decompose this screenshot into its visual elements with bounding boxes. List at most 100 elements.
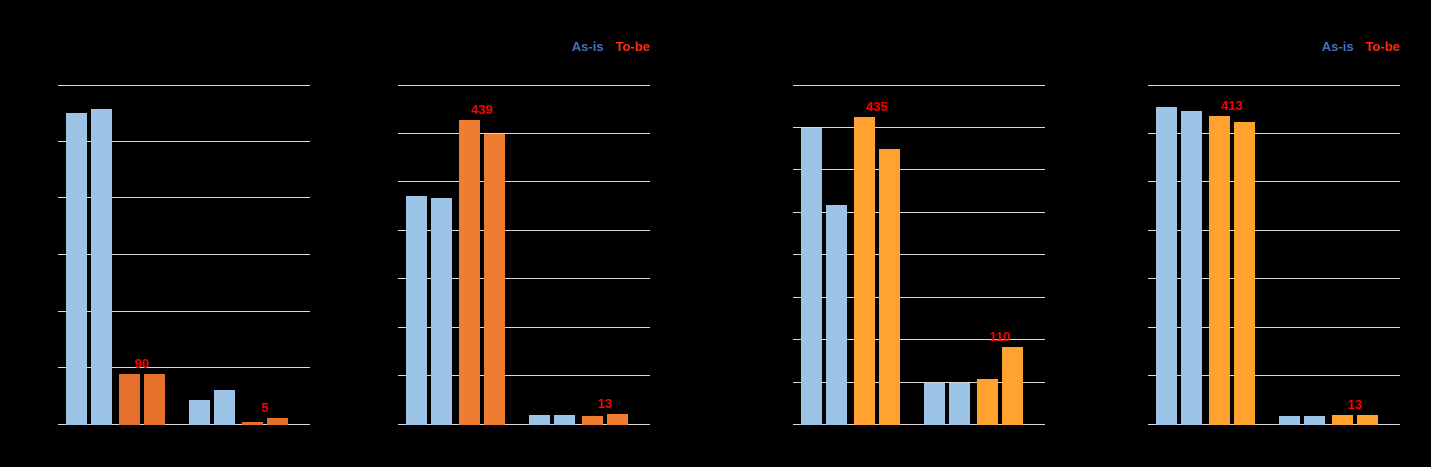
as-is-pair: [66, 85, 112, 425]
as-is-bar: [1181, 111, 1202, 425]
bar-group-2: 13: [529, 85, 628, 425]
as-is-pair: [406, 85, 452, 425]
to-be-bar: [242, 422, 263, 425]
bar-chart-4: 413 13: [1148, 85, 1400, 425]
as-is-pair: [1279, 85, 1325, 425]
gridline: [793, 254, 1045, 255]
gridline: [398, 132, 650, 134]
bar-groups: 435 110: [793, 85, 1045, 425]
as-is-pair: [801, 85, 847, 425]
bar-group-1: 90: [66, 85, 165, 425]
gridline: [398, 85, 650, 86]
gridline: [793, 211, 1045, 213]
to-be-pair: 413: [1209, 85, 1255, 425]
as-is-bar: [189, 399, 210, 425]
gridline: [793, 381, 1045, 383]
legend: As-is To-be: [572, 40, 650, 53]
bar-chart-3: 435 110: [793, 85, 1045, 425]
to-be-bar: [459, 120, 480, 425]
gridline: [1148, 132, 1400, 134]
to-be-bar: [582, 415, 603, 425]
gridline: [58, 85, 310, 86]
to-be-bar: [1209, 116, 1230, 425]
x-axis-line: [793, 424, 1045, 425]
as-is-bar: [1304, 416, 1325, 425]
as-is-pair: [529, 85, 575, 425]
bar-groups: 439 13: [398, 85, 650, 425]
data-label: 439: [471, 102, 493, 118]
gridline: [1148, 375, 1400, 377]
to-be-bar: [484, 133, 505, 425]
gridline: [58, 254, 310, 255]
bar-chart-1: 90 5: [58, 85, 310, 425]
to-be-bar: [607, 413, 628, 425]
to-be-pair: 13: [582, 85, 628, 425]
x-axis-line: [398, 424, 650, 425]
bar-group-1: 413: [1156, 85, 1255, 425]
as-is-bar: [554, 415, 575, 425]
data-label: 435: [866, 98, 888, 114]
as-is-bar: [214, 389, 235, 425]
gridline: [58, 310, 310, 312]
as-is-bar: [1156, 107, 1177, 425]
as-is-bar: [801, 127, 822, 425]
bar-group-2: 110: [924, 85, 1023, 425]
x-axis-line: [1148, 424, 1400, 425]
to-be-bar: [1234, 122, 1255, 425]
bar-group-1: 439: [406, 85, 505, 425]
x-axis-line: [58, 424, 310, 425]
to-be-bar: [1002, 347, 1023, 425]
data-label: 5: [261, 400, 269, 416]
gridline: [398, 326, 650, 328]
legend-to-be-label: To-be: [1365, 39, 1400, 54]
to-be-bar: [1332, 415, 1353, 425]
as-is-bar: [924, 382, 945, 425]
to-be-pair: 439: [459, 85, 505, 425]
as-is-bar: [431, 198, 452, 425]
gridline: [398, 278, 650, 280]
as-is-bar: [1279, 416, 1300, 425]
to-be-bar: [854, 116, 875, 425]
to-be-bar: [977, 378, 998, 425]
to-be-pair: 110: [977, 85, 1023, 425]
gridline: [1148, 326, 1400, 328]
to-be-bar: [267, 418, 288, 425]
as-is-pair: [189, 85, 235, 425]
gridline: [1148, 278, 1400, 280]
gridline: [1148, 229, 1400, 231]
data-label: 13: [1347, 397, 1363, 413]
as-is-bar: [529, 415, 550, 425]
to-be-pair: 90: [119, 85, 165, 425]
to-be-bar: [144, 374, 165, 425]
legend-as-is-label: As-is: [1321, 39, 1354, 54]
gridline: [58, 367, 310, 369]
bar-group-1: 435: [801, 85, 900, 425]
gridline: [1148, 181, 1400, 183]
gridline: [793, 339, 1045, 340]
legend-as-is-label: As-is: [571, 39, 604, 54]
as-is-pair: [924, 85, 970, 425]
to-be-bar: [1357, 415, 1378, 425]
data-label: 13: [597, 395, 613, 411]
gridline: [398, 181, 650, 183]
to-be-bar: [879, 148, 900, 425]
data-label: 90: [134, 356, 150, 371]
bar-group-2: 5: [189, 85, 288, 425]
to-be-pair: 5: [242, 85, 288, 425]
as-is-bar: [66, 113, 87, 425]
gridline: [58, 197, 310, 199]
gridline: [793, 296, 1045, 298]
gridline: [793, 169, 1045, 170]
as-is-bar: [949, 382, 970, 425]
bar-group-2: 13: [1279, 85, 1378, 425]
data-label: 413: [1221, 98, 1243, 114]
bar-groups: 413 13: [1148, 85, 1400, 425]
to-be-pair: 435: [854, 85, 900, 425]
legend-to-be-label: To-be: [615, 39, 650, 54]
as-is-bar: [91, 108, 112, 425]
as-is-bar: [406, 196, 427, 425]
legend: As-is To-be: [1322, 40, 1400, 53]
gridline: [398, 375, 650, 377]
gridline: [1148, 85, 1400, 86]
